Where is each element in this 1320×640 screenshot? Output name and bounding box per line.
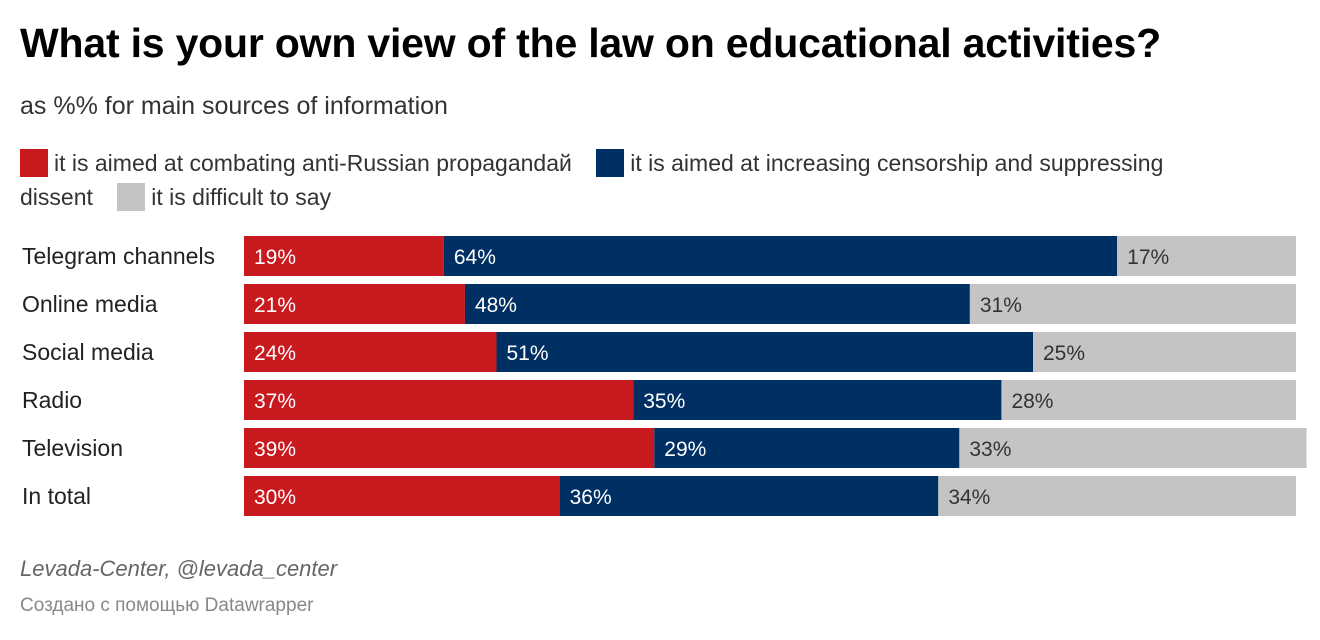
value-label-combating: 21% (254, 294, 296, 317)
legend-item-censorship: it is aimed at increasing censorship and… (20, 149, 1164, 210)
value-label-censorship: 51% (506, 342, 548, 365)
chart-legend: it is aimed at combating anti-Russian pr… (20, 146, 1240, 214)
chart-subtitle: as %% for main sources of information (20, 92, 448, 120)
bar-segment-combating (244, 476, 560, 516)
value-label-censorship: 64% (454, 246, 496, 269)
value-label-censorship: 35% (643, 390, 685, 413)
category-label: Telegram channels (22, 243, 215, 269)
datawrapper-credit: Создано с помощью Datawrapper (20, 595, 314, 616)
value-label-difficult: 34% (948, 486, 990, 509)
value-label-combating: 19% (254, 246, 296, 269)
bar-segment-combating (244, 236, 444, 276)
bar-row-online-media: Online media 21% 48% 31% (22, 284, 1296, 324)
bar-segment-censorship (559, 476, 939, 516)
bar-segment-difficult (1117, 236, 1296, 276)
value-label-combating: 30% (254, 486, 296, 509)
value-label-censorship: 29% (664, 438, 706, 461)
source-note: Levada-Center, @levada_center (20, 556, 338, 581)
value-label-difficult: 25% (1043, 342, 1085, 365)
bar-segment-censorship (496, 332, 1034, 372)
bar-segment-combating (244, 380, 634, 420)
bar-segment-combating (244, 284, 465, 324)
legend-label-combating: it is aimed at combating anti-Russian pr… (54, 150, 572, 176)
bar-row-television: Television 39% 29% 33% (22, 428, 1307, 468)
value-label-difficult: 17% (1127, 246, 1169, 269)
legend-swatch-combating (20, 149, 48, 177)
bar-segment-difficult (938, 476, 1296, 516)
bar-segment-censorship (654, 428, 960, 468)
bar-segment-censorship (464, 284, 970, 324)
category-label: Television (22, 435, 123, 461)
bar-segment-difficult (969, 284, 1296, 324)
legend-item-combating: it is aimed at combating anti-Russian pr… (20, 149, 578, 177)
value-label-difficult: 28% (1011, 390, 1053, 413)
value-label-combating: 24% (254, 342, 296, 365)
legend-item-difficult: it is difficult to say (117, 183, 332, 211)
category-label: Radio (22, 387, 82, 413)
value-label-censorship: 36% (570, 486, 612, 509)
bar-segment-censorship (633, 380, 1002, 420)
value-label-combating: 39% (254, 438, 296, 461)
chart-title: What is your own view of the law on educ… (20, 20, 1161, 66)
legend-swatch-difficult (117, 183, 146, 211)
value-label-difficult: 31% (980, 294, 1022, 317)
legend-label-censorship: it is aimed at increasing censorship and… (20, 150, 1164, 210)
bar-segment-difficult (1001, 380, 1296, 420)
category-label: Online media (22, 291, 158, 317)
legend-swatch-censorship (596, 149, 625, 177)
bar-segment-combating (244, 332, 497, 372)
bar-segment-difficult (1033, 332, 1296, 372)
bar-segment-combating (244, 428, 655, 468)
bar-segment-censorship (443, 236, 1118, 276)
legend-label-difficult: it is difficult to say (151, 184, 332, 210)
bar-row-telegram-channels: Telegram channels 19% 64% 17% (22, 236, 1296, 276)
value-label-censorship: 48% (475, 294, 517, 317)
value-label-difficult: 33% (969, 438, 1011, 461)
bar-row-in-total: In total 30% 36% 34% (22, 476, 1296, 516)
value-label-combating: 37% (254, 390, 296, 413)
bar-segment-difficult (959, 428, 1307, 468)
category-label: In total (22, 483, 91, 509)
category-label: Social media (22, 339, 154, 365)
bar-row-radio: Radio 37% 35% 28% (22, 380, 1296, 420)
bar-row-social-media: Social media 24% 51% 25% (22, 332, 1296, 372)
